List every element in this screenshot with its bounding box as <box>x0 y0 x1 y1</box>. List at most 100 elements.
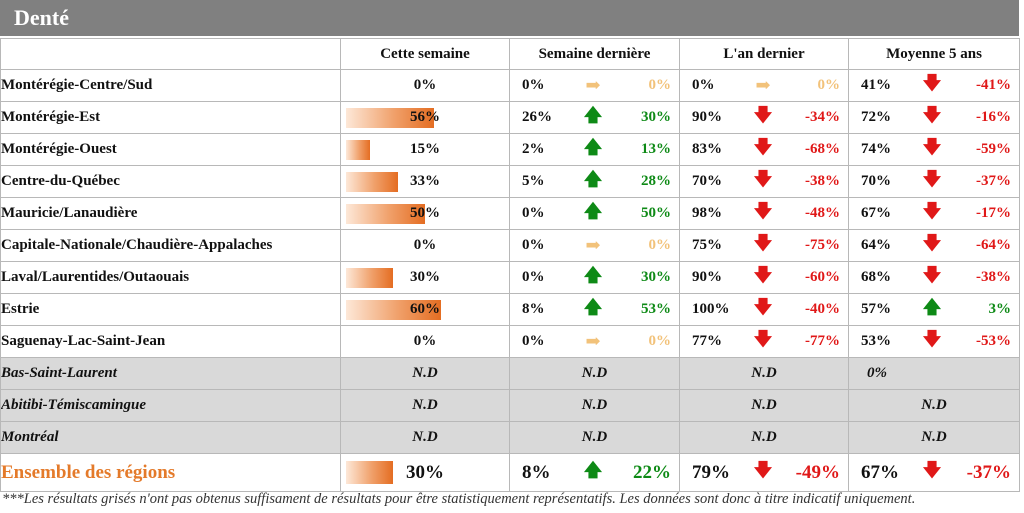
region-name: Bas-Saint-Laurent <box>0 357 341 390</box>
region-name: Montréal <box>0 421 341 454</box>
arrow-down-icon: 🡇 <box>753 232 773 253</box>
base-value: 0% <box>692 77 715 93</box>
cell-last-week: N.D <box>509 421 680 454</box>
diff-value: 3% <box>988 301 1012 317</box>
base-value: 57% <box>861 301 891 317</box>
table-body: Cette semaine Semaine dernière L'an dern… <box>0 38 1020 492</box>
cell-five-year-avg: 53% 🡇 -53% <box>848 325 1020 358</box>
cmp-inner: 64% 🡇 -64% <box>850 231 1019 261</box>
cmp-inner: 8% 🡅 22% <box>511 455 679 491</box>
cmp-inner: 0% ➡ 0% <box>511 231 679 261</box>
diff-value: -41% <box>976 77 1011 93</box>
week-bar <box>346 172 399 192</box>
region-name: Montérégie-Ouest <box>0 133 341 166</box>
week-bar <box>346 300 441 320</box>
header-this-week: Cette semaine <box>340 38 510 70</box>
cell-last-year: N.D <box>679 389 849 422</box>
cmp-inner: 72% 🡇 -16% <box>850 103 1019 133</box>
base-value: 79% <box>692 461 730 483</box>
diff-value: 28% <box>641 173 671 189</box>
results-table: Cette semaine Semaine dernière L'an dern… <box>0 38 1020 492</box>
table-row: Centre-du-Québec 33% 5% 🡅 28% 70% 🡇 -38% 70% 🡇 -37… <box>0 165 1020 198</box>
base-value: 67% <box>861 461 899 483</box>
table-row-insufficient: Montréal N.D N.D N.D N.D <box>0 421 1020 454</box>
diff-value: -37% <box>966 461 1011 483</box>
diff-value: 0% <box>817 77 841 93</box>
table-row: Laval/Laurentides/Outaouais 30% 0% 🡅 30% 90% 🡇… <box>0 261 1020 294</box>
cell-five-year-avg: 74% 🡇 -59% <box>848 133 1020 166</box>
base-value: 67% <box>861 205 891 221</box>
week-bar <box>346 268 394 288</box>
arrow-up-icon: 🡅 <box>583 136 603 157</box>
week-value: 30% <box>410 269 440 285</box>
base-value: 98% <box>692 205 722 221</box>
arrow-down-icon: 🡇 <box>922 328 942 349</box>
cell-five-year-avg: 57% 🡅 3% <box>848 293 1020 326</box>
cell-five-year-avg: N.D <box>848 389 1020 422</box>
base-value: 2% <box>522 141 545 157</box>
arrow-up-icon: 🡅 <box>922 296 942 317</box>
cmp-inner: 67% 🡇 -37% <box>850 455 1019 491</box>
week-wrap: 33% <box>342 167 509 197</box>
table-row: Mauricie/Lanaudière 50% 0% 🡅 50% 98% 🡇 -48% 67% 🡇… <box>0 197 1020 230</box>
cmp-inner: 98% 🡇 -48% <box>681 199 848 229</box>
week-wrap: 0% <box>342 231 509 261</box>
cell-this-week: 30% <box>340 453 510 492</box>
base-value: 8% <box>522 461 551 483</box>
arrow-up-icon: 🡅 <box>583 104 603 125</box>
week-value: 33% <box>410 173 440 189</box>
cell-five-year-avg: 64% 🡇 -64% <box>848 229 1020 262</box>
diff-value: -16% <box>976 109 1011 125</box>
cell-five-year-avg: 67% 🡇 -17% <box>848 197 1020 230</box>
region-name: Saguenay-Lac-Saint-Jean <box>0 325 341 358</box>
arrow-right-icon: ➡ <box>585 75 601 95</box>
week-bar <box>346 204 425 224</box>
diff-value: -60% <box>805 269 840 285</box>
diff-value: -75% <box>805 237 840 253</box>
base-value: 90% <box>692 269 722 285</box>
base-value: 83% <box>692 141 722 157</box>
cell-last-week: 2% 🡅 13% <box>509 133 680 166</box>
region-name: Estrie <box>0 293 341 326</box>
cmp-inner: 5% 🡅 28% <box>511 167 679 197</box>
week-wrap: 60% <box>342 295 509 325</box>
diff-value: 22% <box>633 461 671 483</box>
arrow-down-icon: 🡇 <box>753 200 773 221</box>
cmp-inner: 26% 🡅 30% <box>511 103 679 133</box>
cell-this-week: N.D <box>340 357 510 390</box>
region-name: Capitale-Nationale/Chaudière-Appalaches <box>0 229 341 262</box>
cell-this-week: 56% <box>340 101 510 134</box>
arrow-up-icon: 🡅 <box>583 168 603 189</box>
base-value: 41% <box>861 77 891 93</box>
cmp-inner: 0% ➡ 0% <box>511 327 679 357</box>
cell-five-year-avg: 67% 🡇 -37% <box>848 453 1020 492</box>
arrow-up-icon: 🡅 <box>583 459 603 480</box>
cell-last-year: 79% 🡇 -49% <box>679 453 849 492</box>
region-name: Laval/Laurentides/Outaouais <box>0 261 341 294</box>
cmp-inner: 57% 🡅 3% <box>850 295 1019 325</box>
cmp-inner: 0% ➡ 0% <box>511 71 679 101</box>
arrow-down-icon: 🡇 <box>922 459 942 480</box>
diff-value: 30% <box>641 109 671 125</box>
diff-value: 13% <box>641 141 671 157</box>
diff-value: -59% <box>976 141 1011 157</box>
diff-value: 30% <box>641 269 671 285</box>
week-wrap: 0% <box>342 71 509 101</box>
cell-five-year-avg: 72% 🡇 -16% <box>848 101 1020 134</box>
arrow-down-icon: 🡇 <box>753 168 773 189</box>
week-value: 0% <box>413 237 437 253</box>
cell-this-week: 60% <box>340 293 510 326</box>
arrow-down-icon: 🡇 <box>922 200 942 221</box>
cell-this-week: 30% <box>340 261 510 294</box>
cmp-inner: 75% 🡇 -75% <box>681 231 848 261</box>
base-value: 0% <box>522 205 545 221</box>
cmp-inner: 83% 🡇 -68% <box>681 135 848 165</box>
cell-last-year: 70% 🡇 -38% <box>679 165 849 198</box>
region-name: Montérégie-Centre/Sud <box>0 69 341 102</box>
base-value: 70% <box>692 173 722 189</box>
cell-last-week: 8% 🡅 53% <box>509 293 680 326</box>
base-value: 68% <box>861 269 891 285</box>
cell-last-year: N.D <box>679 357 849 390</box>
region-name: Mauricie/Lanaudière <box>0 197 341 230</box>
cell-last-week: 5% 🡅 28% <box>509 165 680 198</box>
